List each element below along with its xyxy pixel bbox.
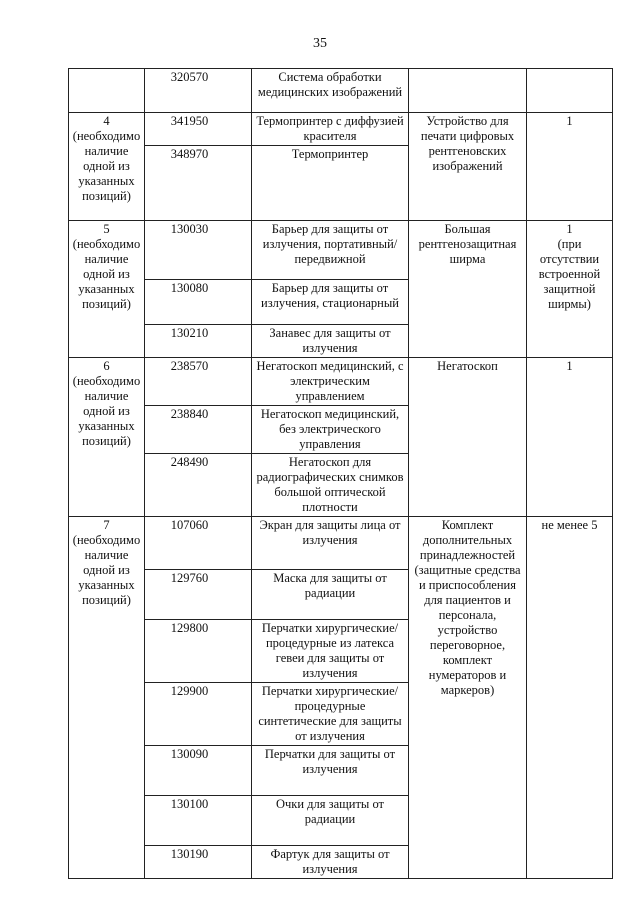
table-row: 130080 Барьер для защиты от излучения, ст…: [69, 279, 613, 325]
item-name: Перчатки хирургические/ процедурные синт…: [251, 682, 409, 746]
item-code: 129800: [144, 619, 252, 683]
item-code: 341950: [144, 112, 252, 146]
group-category: Комплект дополнительных принадлежностей …: [408, 516, 527, 879]
item-name: Барьер для защиты от излучения, стациона…: [251, 279, 409, 325]
group-quantity: [526, 68, 613, 113]
group-category: Негатоскоп: [408, 357, 527, 517]
page-number: 35: [313, 36, 327, 51]
group-quantity: не менее 5: [526, 516, 613, 879]
table-row: 320570 Система обработки медицинских изоб…: [68, 68, 613, 113]
item-code: 130100: [144, 795, 252, 846]
item-code: 130080: [144, 279, 252, 325]
table-row: 4 (необходимо наличие одной из указанных …: [68, 112, 613, 221]
group-label: 7 (необходимо наличие одной из указанных …: [68, 516, 145, 879]
item-code: 248490: [144, 453, 252, 517]
group-label: 4 (необходимо наличие одной из указанных …: [68, 112, 145, 221]
group-label: 6 (необходимо наличие одной из указанных …: [68, 357, 145, 517]
group-category: Большая рентгенозащитная ширма: [408, 220, 527, 358]
item-name: Термопринтер: [251, 145, 409, 221]
group-label: 5 (необходимо наличие одной из указанных …: [68, 220, 145, 358]
group-quantity: 1: [526, 357, 613, 517]
table-row: 130190 Фартук для защиты от излучения: [69, 845, 613, 879]
item-name: Занавес для защиты от излучения: [251, 324, 409, 358]
group-quantity: 1 (при отсутствии встроенной защитной шир…: [526, 220, 613, 358]
item-code: 348970: [144, 145, 252, 221]
group-category: [408, 68, 527, 113]
item-code: 107060: [144, 516, 252, 570]
table-row: 7 (необходимо наличие одной из указанных …: [68, 516, 613, 879]
item-name: Очки для защиты от радиации: [251, 795, 409, 846]
table-row: 5 (необходимо наличие одной из указанных …: [68, 220, 613, 358]
item-name: Маска для защиты от радиации: [251, 569, 409, 620]
item-code: 320570: [144, 68, 252, 113]
item-code: 130210: [144, 324, 252, 358]
item-code: 130090: [144, 745, 252, 796]
table-row: 348970 Термопринтер: [69, 145, 613, 221]
item-name: Перчатки для защиты от излучения: [251, 745, 409, 796]
item-name: Фартук для защиты от излучения: [251, 845, 409, 879]
table-row: 130100 Очки для защиты от радиации: [69, 795, 613, 846]
table-row: 238840 Негатоскоп медицинский, без электр…: [69, 405, 613, 454]
group-category: Устройство для печати цифровых рентгенов…: [408, 112, 527, 221]
group-label: [68, 68, 145, 113]
group-quantity: 1: [526, 112, 613, 221]
table-row: 129760 Маска для защиты от радиации: [69, 569, 613, 620]
equipment-table: 320570 Система обработки медицинских изоб…: [68, 68, 613, 879]
item-code: 130190: [144, 845, 252, 879]
item-name: Негатоскоп медицинский, с электрическим …: [251, 357, 409, 406]
table-row: 130090 Перчатки для защиты от излучения: [69, 745, 613, 796]
item-name: Экран для защиты лица от излучения: [251, 516, 409, 570]
item-name: Негатоскоп медицинский, без электрическо…: [251, 405, 409, 454]
item-name: Барьер для защиты от излучения, портатив…: [251, 220, 409, 280]
table-row: 248490 Негатоскоп для радиографических сн…: [69, 453, 613, 517]
table-row: 129800 Перчатки хирургические/ процедурны…: [69, 619, 613, 683]
item-name: Негатоскоп для радиографических снимков …: [251, 453, 409, 517]
item-code: 130030: [144, 220, 252, 280]
item-name: Термопринтер с диффузией красителя: [251, 112, 409, 146]
table-row: 6 (необходимо наличие одной из указанных …: [68, 357, 613, 517]
item-code: 238840: [144, 405, 252, 454]
item-name: Система обработки медицинских изображени…: [251, 68, 409, 113]
item-name: Перчатки хирургические/ процедурные из л…: [251, 619, 409, 683]
item-code: 129760: [144, 569, 252, 620]
item-code: 129900: [144, 682, 252, 746]
item-code: 238570: [144, 357, 252, 406]
table-row: 130210 Занавес для защиты от излучения: [69, 324, 613, 358]
